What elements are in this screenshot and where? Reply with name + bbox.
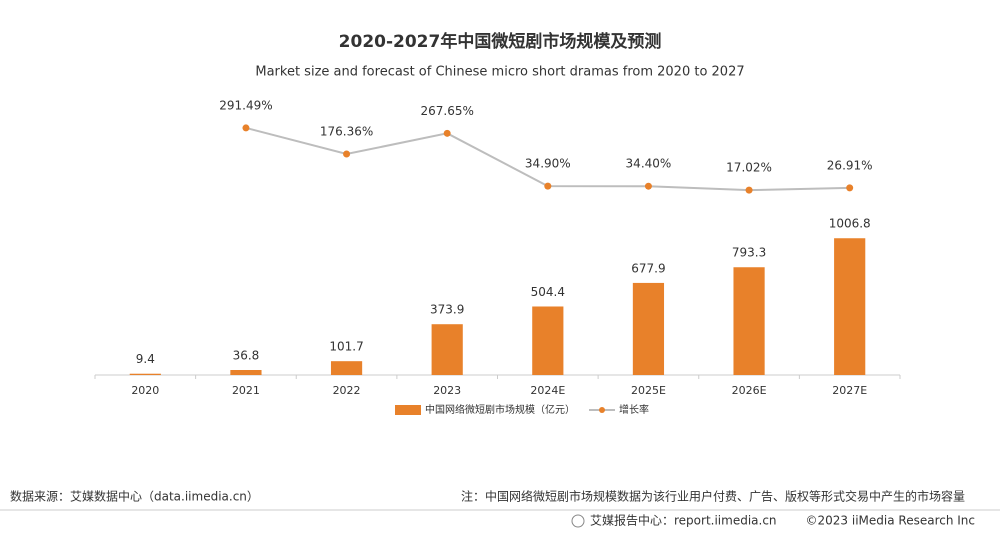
bar [632,282,665,375]
line-point [343,150,351,158]
bar [834,238,866,375]
bar-value-label: 504.4 [531,285,565,299]
bar [230,370,262,375]
bar [733,267,765,375]
legend-swatch [395,405,421,415]
footer-site: 艾媒报告中心：report.iimedia.cn [590,513,777,528]
note: 注：中国网络微短剧市场规模数据为该行业用户付费、广告、版权等形式交易中产生的市场… [461,489,965,504]
x-tick-label: 2025E [631,384,666,397]
line-point [443,129,451,137]
bar-value-label: 793.3 [732,246,766,260]
line-value-label: 291.49% [219,98,272,112]
footer-copyright: ©2023 iiMedia Research Inc [806,514,975,528]
x-tick-label: 2023 [433,384,461,397]
legend-label: 增长率 [619,403,649,416]
bar [330,361,363,375]
x-tick-label: 2021 [232,384,260,397]
line-point [644,182,652,190]
line-value-label: 17.02% [726,161,772,175]
bar [431,324,463,375]
x-tick-label: 2026E [732,384,767,397]
line-point [242,124,250,132]
chart-title: 2020-2027年中国微短剧市场规模及预测 [339,31,662,52]
x-tick-label: 2022 [333,384,361,397]
bar-value-label: 1006.8 [829,217,871,231]
line-value-label: 34.40% [626,157,672,171]
line-point [544,182,552,190]
line-value-label: 26.91% [827,158,873,172]
bar-value-label: 101.7 [329,340,363,354]
bar-value-label: 9.4 [136,352,155,366]
line-value-label: 176.36% [320,125,373,139]
chart-subtitle: Market size and forecast of Chinese micr… [255,65,744,80]
bar [532,306,564,375]
bar-value-label: 36.8 [233,349,260,363]
legend-swatch [599,407,605,413]
line-value-label: 267.65% [420,104,473,118]
x-tick-label: 2020 [131,384,159,397]
footer-icon [571,514,585,528]
bar-value-label: 373.9 [430,303,464,317]
bar [129,373,161,375]
line-point [745,186,753,194]
line-value-label: 34.90% [525,157,571,171]
line-point [846,184,854,192]
x-tick-label: 2024E [530,384,565,397]
x-tick-label: 2027E [832,384,867,397]
legend-label: 中国网络微短剧市场规模（亿元） [425,403,575,416]
source: 数据来源：艾媒数据中心（data.iimedia.cn） [10,489,259,504]
bar-value-label: 677.9 [631,261,665,275]
